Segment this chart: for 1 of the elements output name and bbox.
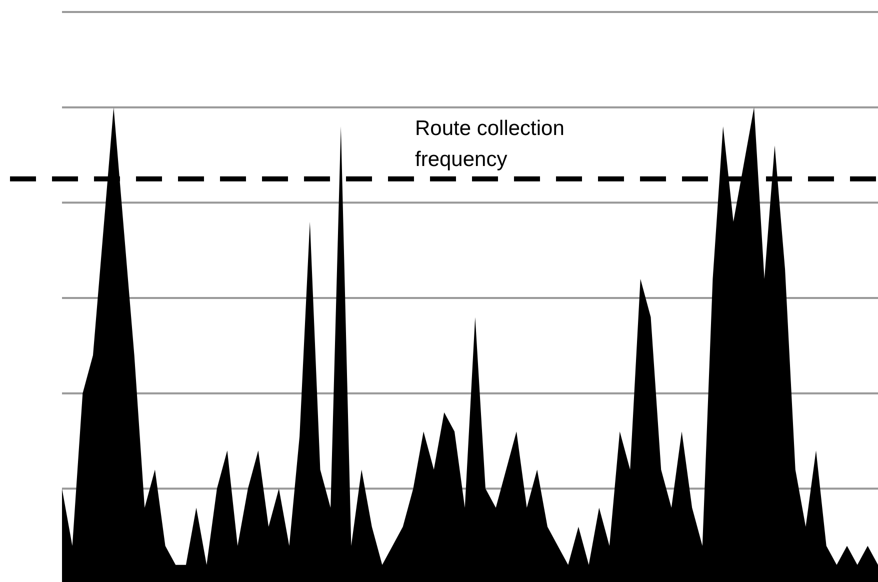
ref-line-label: Route collection frequency [415, 116, 564, 171]
